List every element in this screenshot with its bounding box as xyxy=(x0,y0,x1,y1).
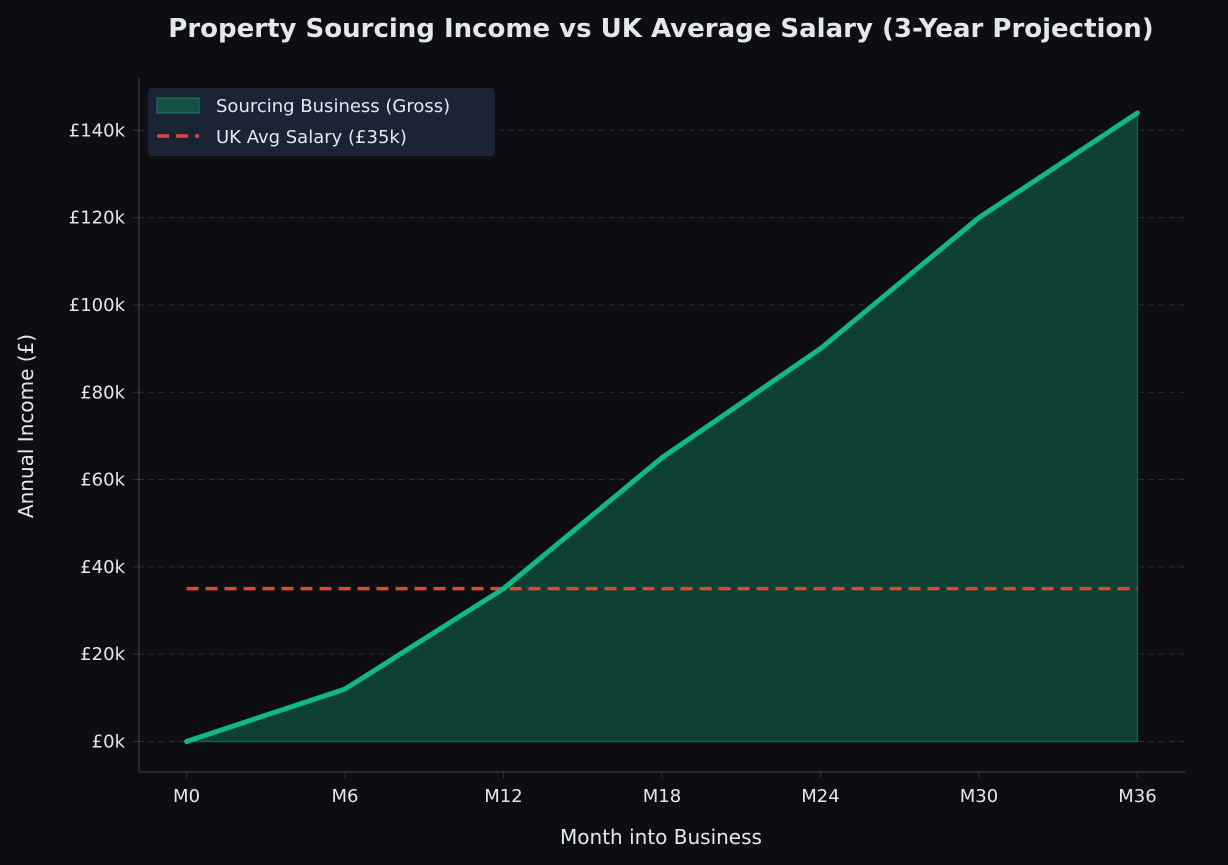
y-tick-label: £100k xyxy=(69,295,126,316)
y-tick-label: £80k xyxy=(80,382,125,403)
y-tick-label: £60k xyxy=(80,470,125,491)
legend: Sourcing Business (Gross) UK Avg Salary … xyxy=(148,88,495,156)
x-tick-label: M18 xyxy=(643,786,681,807)
line-layer xyxy=(184,110,1140,744)
line-sourcing-business xyxy=(184,110,1140,744)
x-tick-label: M6 xyxy=(332,786,359,807)
x-tick-label: M0 xyxy=(173,786,200,807)
legend-swatch-sourcing-business xyxy=(156,97,200,114)
legend-label-uk-avg-salary: UK Avg Salary (£35k) xyxy=(216,127,407,148)
legend-box xyxy=(148,88,495,156)
y-tick-label: £0k xyxy=(92,731,126,752)
axes xyxy=(133,78,1185,778)
y-tick-label: £20k xyxy=(80,644,125,665)
x-tick-label: M12 xyxy=(484,786,522,807)
x-tick-label: M24 xyxy=(801,786,839,807)
x-axis-label: Month into Business xyxy=(560,825,762,849)
y-tick-labels: £0k £20k £40k £60k £80k £100k £120k £140k xyxy=(69,120,126,752)
x-tick-label: M36 xyxy=(1118,786,1156,807)
chart-title: Property Sourcing Income vs UK Average S… xyxy=(168,14,1153,44)
legend-label-sourcing-business: Sourcing Business (Gross) xyxy=(216,96,450,117)
y-tick-label: £140k xyxy=(69,120,126,141)
x-tick-labels: M0 M6 M12 M18 M24 M30 M36 xyxy=(173,786,1157,807)
y-tick-label: £120k xyxy=(69,208,126,229)
y-tick-label: £40k xyxy=(80,557,125,578)
y-axis-label: Annual Income (£) xyxy=(14,334,38,518)
x-tick-label: M30 xyxy=(960,786,998,807)
